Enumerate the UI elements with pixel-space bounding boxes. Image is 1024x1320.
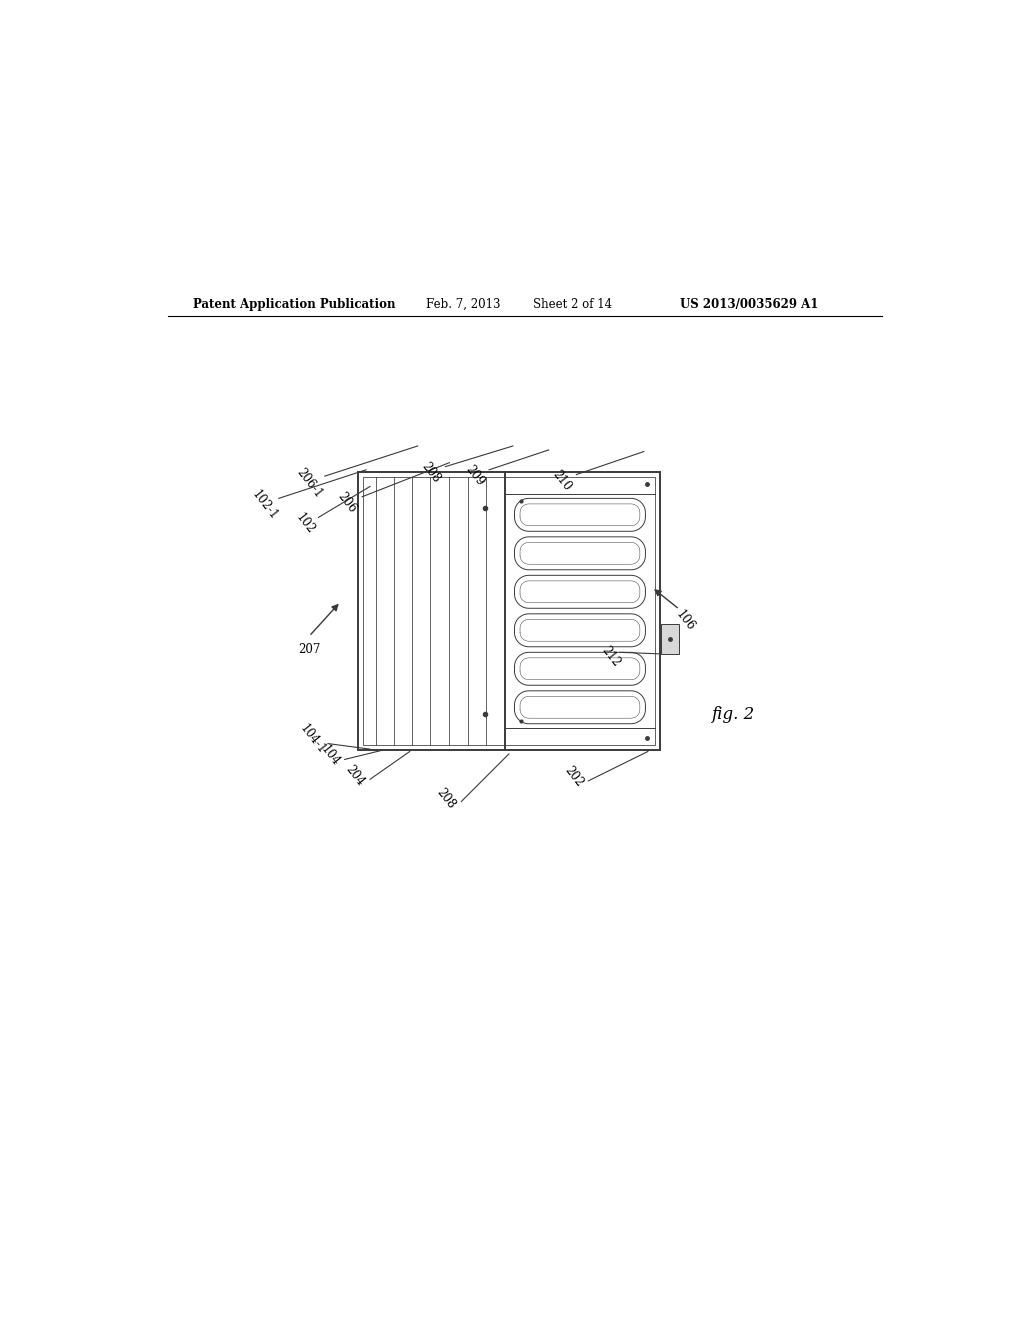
Text: 210: 210 <box>550 469 574 494</box>
Text: 104-1: 104-1 <box>297 722 329 756</box>
Text: 206: 206 <box>335 490 359 516</box>
Text: 204: 204 <box>343 763 367 788</box>
Text: 202: 202 <box>562 764 586 789</box>
Text: 206-1: 206-1 <box>294 466 325 500</box>
Bar <box>662 624 679 653</box>
Text: US 2013/0035629 A1: US 2013/0035629 A1 <box>680 298 818 312</box>
Text: 212: 212 <box>599 644 623 669</box>
Bar <box>362 477 655 746</box>
Text: 209: 209 <box>463 463 486 488</box>
Text: 102: 102 <box>293 511 317 536</box>
Bar <box>358 473 659 750</box>
Text: Patent Application Publication: Patent Application Publication <box>194 298 395 312</box>
Text: 208: 208 <box>434 785 458 810</box>
Text: fig. 2: fig. 2 <box>712 706 755 723</box>
Text: 106: 106 <box>673 607 697 634</box>
Text: 208: 208 <box>419 461 443 486</box>
Text: Sheet 2 of 14: Sheet 2 of 14 <box>532 298 612 312</box>
Text: Feb. 7, 2013: Feb. 7, 2013 <box>426 298 500 312</box>
Text: 102-1: 102-1 <box>249 487 280 521</box>
Text: 207: 207 <box>299 643 321 656</box>
Text: 104: 104 <box>318 743 342 768</box>
